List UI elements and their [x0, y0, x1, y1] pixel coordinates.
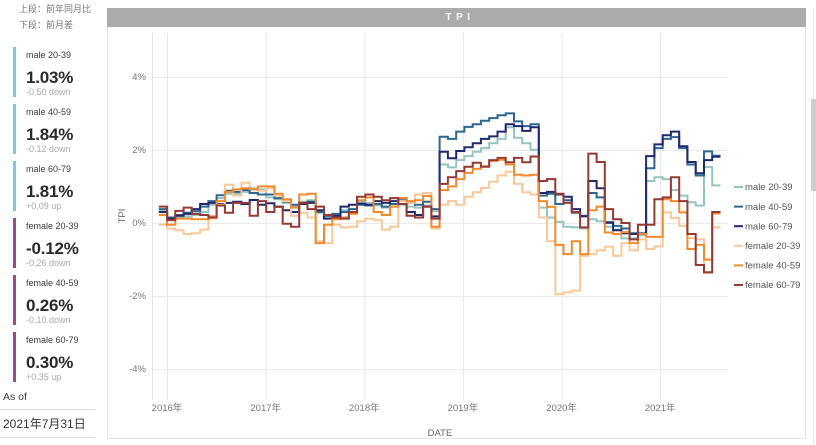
svg-text:2021年: 2021年 — [645, 402, 676, 414]
svg-text:2%: 2% — [132, 145, 146, 156]
svg-text:TPI: TPI — [117, 209, 128, 224]
svg-text:female 60-79: female 60-79 — [745, 280, 800, 291]
svg-text:female 20-39: female 20-39 — [745, 241, 800, 252]
svg-text:male 40-59: male 40-59 — [745, 202, 793, 213]
svg-text:-4%: -4% — [129, 364, 146, 375]
svg-text:male 60-79: male 60-79 — [745, 221, 793, 232]
svg-text:0%: 0% — [132, 218, 146, 229]
svg-text:2018年: 2018年 — [349, 402, 380, 414]
svg-text:DATE: DATE — [428, 428, 453, 439]
svg-text:2020年: 2020年 — [546, 402, 577, 414]
svg-text:female 40-59: female 40-59 — [745, 261, 800, 272]
svg-text:2016年: 2016年 — [152, 402, 183, 414]
svg-text:-2%: -2% — [129, 291, 146, 302]
svg-text:2017年: 2017年 — [250, 402, 281, 414]
svg-text:male 20-39: male 20-39 — [745, 182, 793, 193]
svg-text:4%: 4% — [132, 72, 146, 83]
svg-text:2019年: 2019年 — [448, 402, 479, 414]
